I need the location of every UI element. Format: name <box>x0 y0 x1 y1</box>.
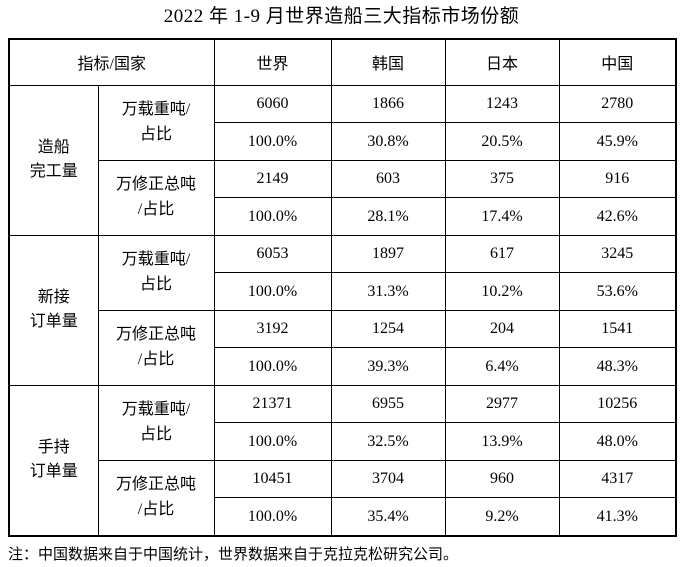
value-cell: 1243 <box>444 84 560 124</box>
table-header-row: 指标/国家 世界 韩国 日本 中国 <box>8 38 677 86</box>
value-cell: 3192 <box>213 309 332 349</box>
value-cell: 4317 <box>558 459 677 499</box>
value-cell: 6955 <box>330 384 446 424</box>
table-row: 100.0% 39.3% 6.4% 48.3% <box>9 347 677 386</box>
value-cell: 916 <box>558 159 677 199</box>
corner-header-cell: 指标/国家 <box>8 38 215 86</box>
table-row: 手持 订单量 万载重吨/ 占比 21371 6955 2977 10256 <box>8 384 677 537</box>
share-cell: 10.2% <box>444 272 560 311</box>
group-label-new-orders: 新接 订单量 <box>8 234 99 386</box>
value-cell: 1254 <box>330 309 446 349</box>
table-row: 100.0% 35.4% 9.2% 41.3% <box>9 497 677 537</box>
share-cell: 100.0% <box>213 197 332 236</box>
share-cell: 31.3% <box>330 272 446 311</box>
column-header-korea: 韩国 <box>330 38 446 86</box>
table-row: 100.0% 31.3% 10.2% 53.6% <box>9 272 677 311</box>
share-cell: 100.0% <box>213 422 332 461</box>
share-cell: 41.3% <box>558 497 677 537</box>
share-cell: 53.6% <box>558 272 677 311</box>
page-title: 2022 年 1-9 月世界造船三大指标市场份额 <box>163 6 520 27</box>
table-row: 100.0% 30.8% 20.5% 45.9% <box>9 122 677 161</box>
value-cell: 10256 <box>558 384 677 424</box>
share-cell: 48.0% <box>558 422 677 461</box>
metric-label-dwt: 万载重吨/ 占比 <box>97 84 215 161</box>
share-cell: 13.9% <box>444 422 560 461</box>
value-cell: 10451 <box>213 459 332 499</box>
group-label-completions: 造船 完工量 <box>8 84 99 236</box>
share-cell: 100.0% <box>213 122 332 161</box>
value-cell: 617 <box>444 234 560 274</box>
metric-label-dwt: 万载重吨/ 占比 <box>97 384 215 461</box>
share-cell: 39.3% <box>330 347 446 386</box>
table-row: 万修正总吨 /占比 3192 1254 204 1541 <box>9 309 677 386</box>
metric-label-cgt: 万修正总吨 /占比 <box>97 309 215 386</box>
share-cell: 100.0% <box>213 347 332 386</box>
value-cell: 2149 <box>213 159 332 199</box>
value-cell: 1541 <box>558 309 677 349</box>
metric-label-cgt: 万修正总吨 /占比 <box>97 459 215 537</box>
share-cell: 35.4% <box>330 497 446 537</box>
value-cell: 6053 <box>213 234 332 274</box>
share-cell: 32.5% <box>330 422 446 461</box>
footnote: 注：中国数据来自于中国统计，世界数据来自于克拉克松研究公司。 <box>8 546 459 563</box>
value-cell: 960 <box>444 459 560 499</box>
share-cell: 48.3% <box>558 347 677 386</box>
value-cell: 1866 <box>330 84 446 124</box>
table-row: 万修正总吨 /占比 2149 603 375 916 <box>9 159 677 236</box>
share-cell: 6.4% <box>444 347 560 386</box>
table-row: 100.0% 32.5% 13.9% 48.0% <box>9 422 677 461</box>
share-cell: 100.0% <box>213 497 332 537</box>
share-cell: 45.9% <box>558 122 677 161</box>
column-header-japan: 日本 <box>444 38 560 86</box>
table-row: 万修正总吨 /占比 10451 3704 960 4317 <box>9 459 677 537</box>
value-cell: 204 <box>444 309 560 349</box>
column-header-china: 中国 <box>558 38 677 86</box>
metric-label-dwt: 万载重吨/ 占比 <box>97 234 215 311</box>
share-cell: 28.1% <box>330 197 446 236</box>
metric-label-cgt: 万修正总吨 /占比 <box>97 159 215 236</box>
table-row: 新接 订单量 万载重吨/ 占比 6053 1897 617 3245 <box>8 234 677 386</box>
share-cell: 100.0% <box>213 272 332 311</box>
group-label-order-backlog: 手持 订单量 <box>8 384 99 537</box>
value-cell: 2780 <box>558 84 677 124</box>
value-cell: 375 <box>444 159 560 199</box>
value-cell: 2977 <box>444 384 560 424</box>
value-cell: 6060 <box>213 84 332 124</box>
value-cell: 603 <box>330 159 446 199</box>
column-header-world: 世界 <box>213 38 332 86</box>
share-cell: 20.5% <box>444 122 560 161</box>
value-cell: 1897 <box>330 234 446 274</box>
table-row: 100.0% 28.1% 17.4% 42.6% <box>9 197 677 236</box>
share-cell: 17.4% <box>444 197 560 236</box>
share-cell: 9.2% <box>444 497 560 537</box>
value-cell: 3704 <box>330 459 446 499</box>
value-cell: 21371 <box>213 384 332 424</box>
share-cell: 30.8% <box>330 122 446 161</box>
value-cell: 3245 <box>558 234 677 274</box>
share-cell: 42.6% <box>558 197 677 236</box>
market-share-table: 指标/国家 世界 韩国 日本 中国 造船 完工量 万载重吨/ 占比 6060 1… <box>8 37 678 537</box>
table-row: 造船 完工量 万载重吨/ 占比 6060 1866 1243 2780 <box>8 84 677 236</box>
